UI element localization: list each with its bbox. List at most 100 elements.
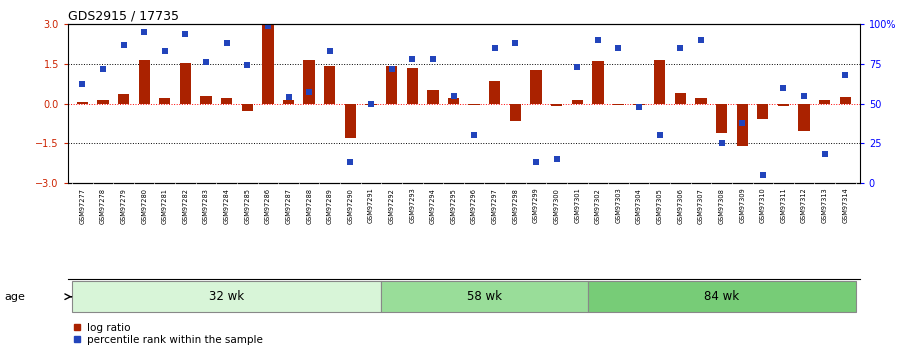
Bar (798, 104, 810, 131)
Bar (489, 81, 500, 103)
Point (796, 93, 811, 98)
Point (75, 82, 90, 87)
Bar (777, 104, 789, 106)
Text: GSM97298: GSM97298 (512, 188, 519, 224)
Point (735, 120, 749, 125)
Text: age: age (5, 292, 25, 302)
Point (653, 132, 667, 138)
Bar (716, 104, 728, 132)
Text: GSM97293: GSM97293 (409, 188, 415, 224)
Text: GSM97282: GSM97282 (183, 188, 188, 224)
Bar (406, 68, 418, 104)
Point (694, 37, 709, 43)
Text: GSM97278: GSM97278 (100, 188, 106, 224)
Bar (427, 90, 439, 104)
Text: GSM97311: GSM97311 (780, 188, 786, 223)
Text: GSM97284: GSM97284 (224, 188, 230, 224)
Bar (242, 104, 253, 111)
Bar (674, 93, 686, 104)
Bar (819, 100, 831, 104)
Bar (757, 104, 768, 119)
Point (756, 172, 770, 178)
Point (219, 40, 233, 46)
Bar (695, 98, 707, 104)
Text: GSM97307: GSM97307 (698, 188, 704, 224)
Text: GSM97296: GSM97296 (472, 188, 477, 224)
Point (488, 45, 502, 51)
Point (817, 151, 832, 157)
Point (611, 45, 625, 51)
Bar (386, 67, 397, 104)
Text: 32 wk: 32 wk (209, 290, 244, 303)
Bar (262, 24, 273, 104)
Bar (840, 97, 851, 104)
Text: GSM97286: GSM97286 (265, 188, 271, 224)
Point (302, 90, 317, 95)
Bar (530, 70, 542, 104)
Text: GSM97290: GSM97290 (348, 188, 353, 224)
Bar (303, 60, 315, 104)
Legend: log ratio, percentile rank within the sample: log ratio, percentile rank within the sa… (73, 323, 262, 345)
Bar (654, 60, 665, 104)
Point (632, 104, 646, 109)
Point (714, 140, 729, 146)
Bar (613, 104, 624, 105)
Bar (324, 66, 336, 104)
Text: GSM97300: GSM97300 (554, 188, 559, 224)
Bar (77, 102, 88, 103)
Text: GSM97302: GSM97302 (595, 188, 601, 224)
Bar (469, 104, 480, 105)
Text: GSM97285: GSM97285 (244, 188, 251, 224)
Bar (283, 100, 294, 104)
Point (281, 95, 296, 100)
Bar (180, 62, 191, 104)
Bar (366, 104, 376, 105)
Bar (592, 61, 604, 104)
Text: GSM97280: GSM97280 (141, 188, 148, 224)
Text: GSM97297: GSM97297 (491, 188, 498, 224)
Bar (551, 104, 562, 106)
Bar (448, 98, 459, 104)
Point (467, 132, 481, 138)
Bar (138, 60, 150, 104)
Point (364, 101, 378, 106)
Text: GSM97299: GSM97299 (533, 188, 539, 224)
Text: GSM97294: GSM97294 (430, 188, 436, 224)
Point (117, 42, 131, 48)
Point (591, 37, 605, 43)
Point (673, 45, 688, 51)
Bar (97, 100, 109, 104)
Point (343, 159, 357, 165)
Text: GSM97292: GSM97292 (388, 188, 395, 224)
Bar (587, 281, 855, 312)
Text: 58 wk: 58 wk (467, 290, 502, 303)
Point (529, 159, 543, 165)
Point (446, 93, 461, 98)
Point (178, 31, 193, 37)
Text: GSM97308: GSM97308 (719, 188, 725, 224)
Point (405, 56, 420, 62)
Bar (381, 281, 587, 312)
Point (508, 40, 522, 46)
Bar (72, 281, 381, 312)
Bar (634, 104, 644, 105)
Bar (159, 98, 170, 104)
Point (549, 156, 564, 162)
Bar (572, 100, 583, 104)
Text: GSM97287: GSM97287 (286, 188, 291, 224)
Text: GSM97279: GSM97279 (120, 188, 127, 224)
Point (96, 66, 110, 71)
Bar (510, 104, 521, 121)
Point (137, 29, 151, 35)
Point (776, 85, 791, 90)
Text: GSM97310: GSM97310 (760, 188, 766, 224)
Text: GSM97313: GSM97313 (822, 188, 828, 223)
Text: GSM97314: GSM97314 (843, 188, 848, 224)
Text: GSM97277: GSM97277 (80, 188, 85, 224)
Text: GSM97291: GSM97291 (368, 188, 374, 224)
Text: 84 wk: 84 wk (704, 290, 739, 303)
Bar (221, 98, 233, 104)
Text: GSM97295: GSM97295 (451, 188, 456, 224)
Text: GSM97283: GSM97283 (203, 188, 209, 224)
Point (838, 72, 853, 78)
